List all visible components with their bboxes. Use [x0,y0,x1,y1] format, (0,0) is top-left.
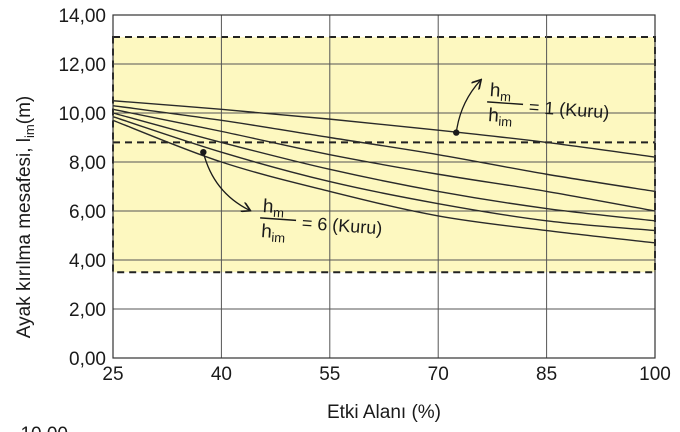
series-line-6 [112,119,656,244]
y-tick-label: 12,00 [58,55,106,76]
y-tick-label: 10,00 [58,104,106,125]
y-tick-label: 2,00 [69,300,106,321]
x-tick-label: 55 [319,364,340,385]
y-axis-label-main: Ayak kırılma mesafesi, l [14,138,35,338]
annotation-1-numerator-sub: m [500,89,512,105]
series-line-2 [112,104,656,193]
series-line-3 [112,108,656,212]
x-tick-label: 85 [536,364,557,385]
axes-group: 0,00 2,00 4,00 6,00 8,00 10,00 12,00 14,00 25 40 5… [58,6,670,385]
annotation-1-bar [487,101,524,106]
x-tick-label: 70 [428,364,449,385]
y-tick-label: 6,00 [69,202,106,223]
annotation-2-denominator-sub: im [271,230,286,246]
annotation-2-numerator-sub: m [273,205,285,221]
shaded-band [112,36,656,274]
x-tick-label: 40 [211,364,232,385]
series-line-1 [112,100,656,158]
annotation-arrow-2 [202,152,249,210]
y-tick-label: 0,00 [69,349,106,370]
y-tick-label: 14,00 [58,6,106,27]
partial-tick-label: 10,00 [20,424,68,432]
series-line-4 [112,112,656,222]
x-tick-label: 25 [102,364,123,385]
y-axis-label-unit: (m) [14,96,35,124]
y-tick-label: 4,00 [69,251,106,272]
y-axis-label: Ayak kırılma mesafesi, lim(m) [14,96,37,338]
x-axis-label: Etki Alanı (%) [327,402,441,423]
y-tick-label: 8,00 [69,153,106,174]
series-line-5 [112,116,656,232]
annotation-1-denominator-sub: im [498,114,513,130]
plot-frame [112,14,656,359]
y-axis-label-sub: im [22,124,37,138]
series-group [112,100,656,244]
annotation-2-bar [260,217,297,222]
x-tick-label: 100 [639,364,671,385]
annotation-arrow-1 [455,81,480,133]
shaded-band-group [112,36,656,274]
